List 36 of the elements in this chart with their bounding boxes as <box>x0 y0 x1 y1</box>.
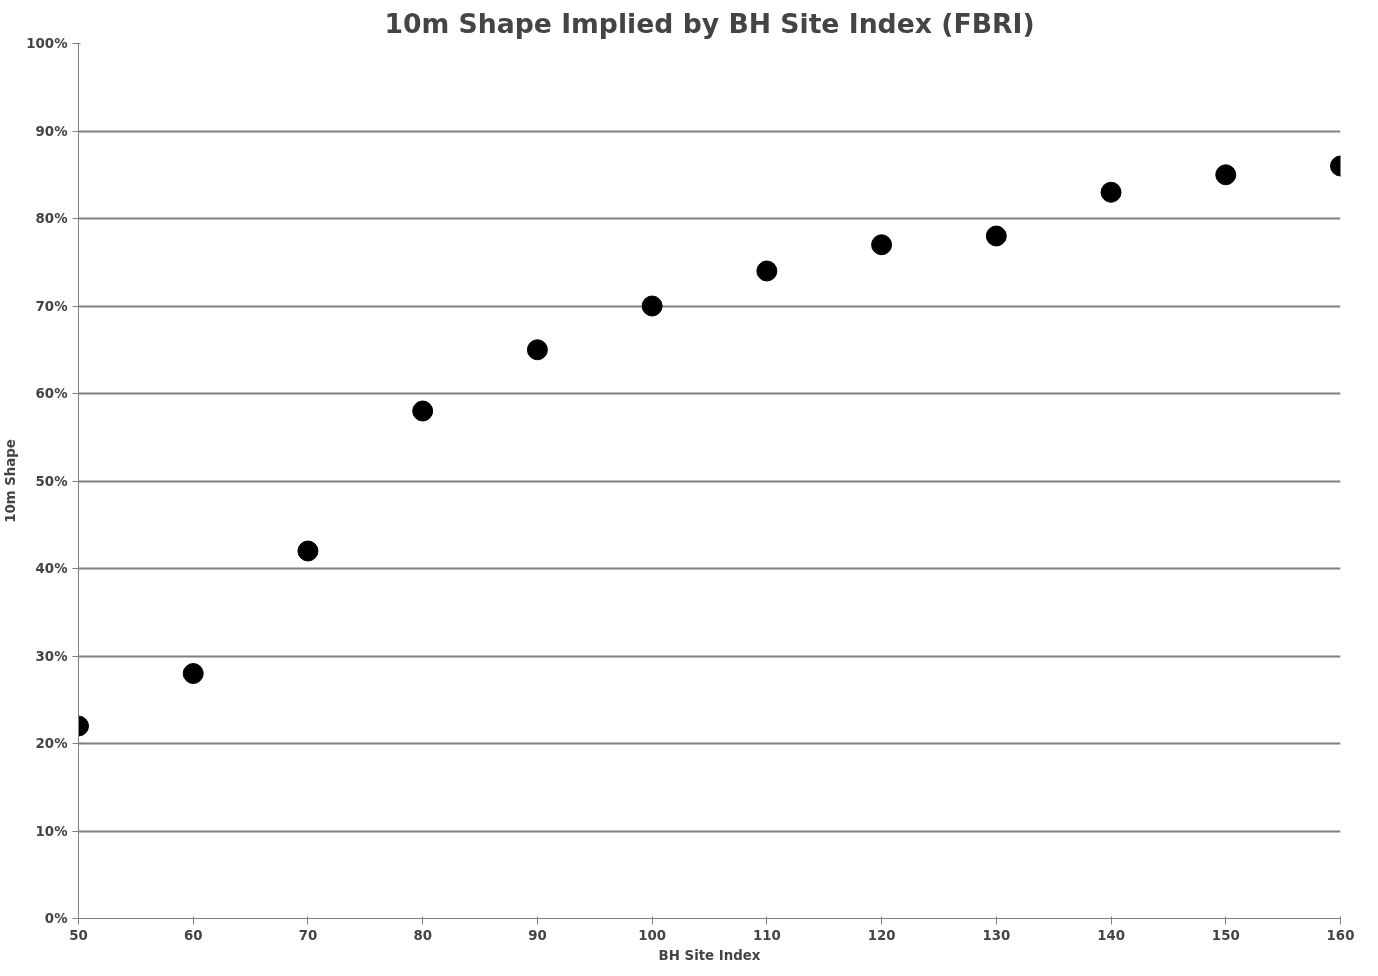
x-tick-label: 50 <box>69 927 88 943</box>
y-tick-label: 10% <box>35 823 68 839</box>
point <box>526 339 548 361</box>
x-tick-label: 110 <box>752 927 781 943</box>
x-tick-label: 140 <box>1097 927 1125 943</box>
y-tick-label: 80% <box>35 211 68 226</box>
y-tick-label: 50% <box>35 473 68 489</box>
point <box>641 295 663 317</box>
point <box>1215 164 1237 186</box>
x-tick-label: 100 <box>638 927 667 943</box>
point <box>1100 181 1122 203</box>
x-axis-title: BH Site Index <box>658 947 761 963</box>
point <box>871 234 893 256</box>
x-tick-label: 70 <box>298 927 318 943</box>
point <box>412 400 434 422</box>
chart-title: 10m Shape Implied by BH Site Index (FBRI) <box>384 7 1035 39</box>
point <box>182 663 204 684</box>
point <box>297 540 319 562</box>
x-tick-label: 160 <box>1326 927 1355 943</box>
point <box>756 260 778 282</box>
x-tick-label: 80 <box>413 927 432 943</box>
y-tick-label: 20% <box>35 736 68 751</box>
y-axis-title: 10m Shape <box>3 439 19 523</box>
x-tick-label: 150 <box>1211 927 1240 943</box>
y-tick-label: 90% <box>35 123 68 139</box>
y-tick-label: 30% <box>35 648 68 664</box>
x-tick-label: 120 <box>867 927 896 943</box>
y-tick-label: 60% <box>35 386 68 401</box>
point <box>985 225 1007 247</box>
y-tick-label: 40% <box>35 561 68 576</box>
x-tick-label: 90 <box>528 927 547 943</box>
y-tick-label: 100% <box>26 36 68 51</box>
y-tick-label: 70% <box>35 298 68 314</box>
x-tick-label: 130 <box>982 927 1011 943</box>
x-tick-label: 60 <box>183 927 203 943</box>
y-tick-label: 0% <box>44 911 68 926</box>
